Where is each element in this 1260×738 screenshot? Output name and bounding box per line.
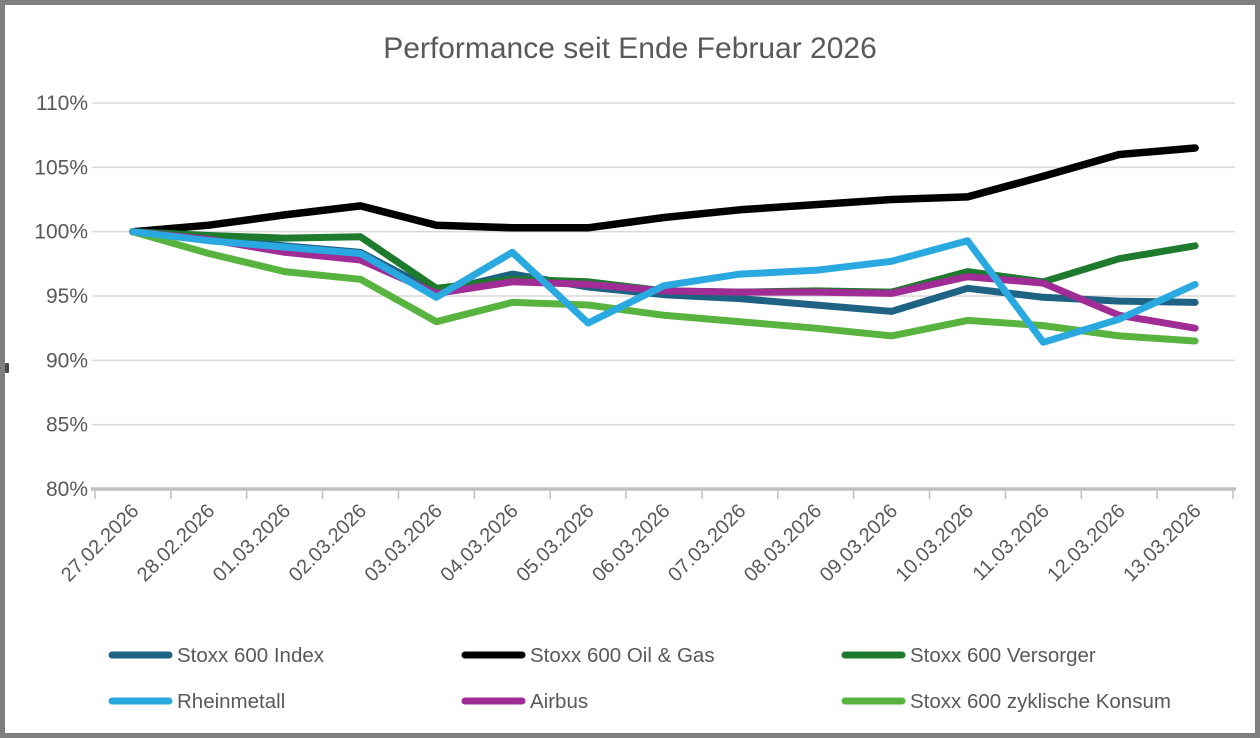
- legend: Stoxx 600 Index Stoxx 600 Oil & Gas Stoxx …: [108, 644, 1171, 713]
- legend-label-stoxx-600-versorger: Stoxx 600 Versorger: [910, 644, 1096, 667]
- y-tick-label-90: 90%: [46, 349, 88, 372]
- y-tick-label-85: 85%: [46, 414, 88, 437]
- edge-artifact: [5, 363, 9, 373]
- series-line-stoxx-600-oil-gas: [129, 144, 1199, 236]
- y-tick-label-110: 110%: [36, 92, 88, 115]
- legend-item-stoxx-600-index: Stoxx 600 Index: [108, 644, 325, 667]
- legend-item-stoxx-600-zyklische-konsum: Stoxx 600 zyklische Konsum: [841, 690, 1171, 713]
- series-lines: [129, 144, 1199, 346]
- legend-label-airbus: Airbus: [530, 690, 588, 713]
- series-line-rheinmetall: [129, 228, 1199, 346]
- legend-item-rheinmetall: Rheinmetall: [108, 690, 285, 713]
- legend-label-stoxx-600-oil-gas: Stoxx 600 Oil & Gas: [530, 644, 715, 667]
- y-tick-label-80: 80%: [46, 478, 88, 501]
- y-tick-label-100: 100%: [34, 221, 88, 244]
- y-axis-labels: 80% 85% 90% 95% 100% 105% 110%: [34, 92, 88, 501]
- x-axis: [91, 487, 1236, 499]
- y-tick-label-105: 105%: [34, 156, 88, 179]
- legend-label-stoxx-600-zyklische-konsum: Stoxx 600 zyklische Konsum: [910, 690, 1171, 713]
- series-line-airbus: [129, 228, 1199, 332]
- legend-label-stoxx-600-index: Stoxx 600 Index: [177, 644, 325, 667]
- legend-label-rheinmetall: Rheinmetall: [177, 690, 285, 713]
- legend-item-airbus: Airbus: [461, 690, 588, 713]
- y-tick-label-95: 95%: [46, 285, 88, 308]
- series-line-stoxx-600-zyklische-konsum: [129, 228, 1199, 345]
- chart-title: Performance seit Ende Februar 2026: [383, 32, 877, 65]
- legend-item-stoxx-600-oil-gas: Stoxx 600 Oil & Gas: [461, 644, 715, 667]
- legend-item-stoxx-600-versorger: Stoxx 600 Versorger: [841, 644, 1096, 667]
